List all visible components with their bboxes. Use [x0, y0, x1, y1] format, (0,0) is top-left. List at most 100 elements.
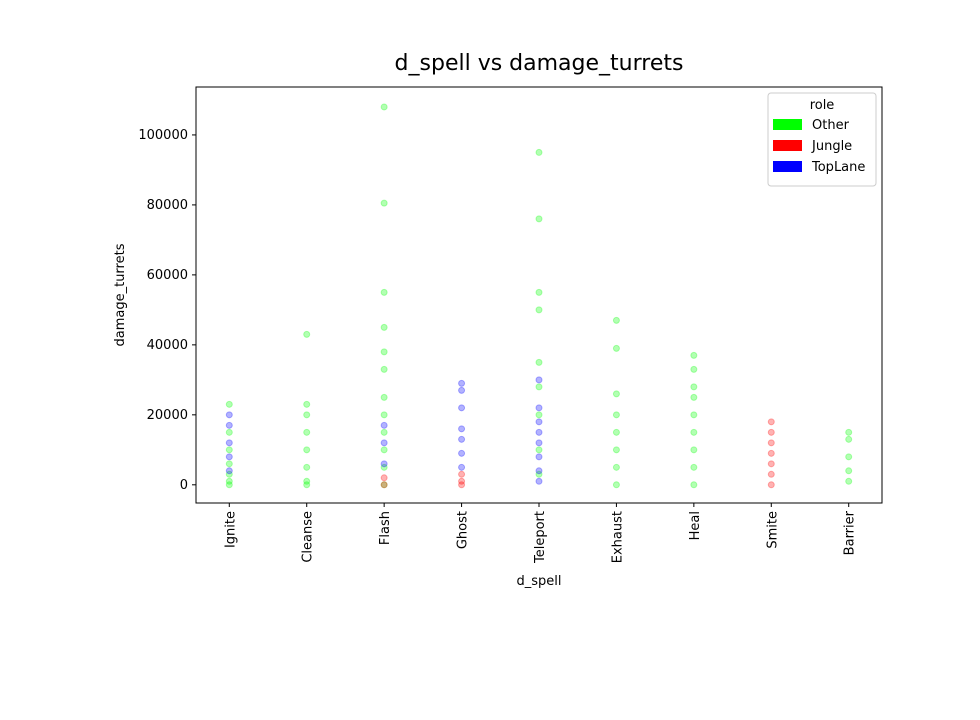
x-axis-label: d_spell: [517, 574, 562, 589]
point: [380, 323, 388, 331]
y-tick-label: 20000: [147, 408, 188, 423]
point: [767, 470, 775, 478]
point: [225, 411, 233, 419]
point: [458, 470, 466, 478]
point: [612, 390, 620, 398]
y-tick-label: 40000: [147, 338, 188, 353]
point: [767, 439, 775, 447]
x-tick-label: Barrier: [843, 510, 858, 555]
point: [612, 428, 620, 436]
point: [303, 330, 311, 338]
legend-label: Other: [812, 118, 850, 133]
point: [380, 428, 388, 436]
y-tick-label: 0: [180, 478, 188, 493]
point: [690, 365, 698, 373]
point: [690, 428, 698, 436]
point: [225, 421, 233, 429]
point: [535, 376, 543, 384]
point: [380, 474, 388, 482]
point: [612, 316, 620, 324]
legend-label: Jungle: [811, 139, 852, 154]
point: [303, 463, 311, 471]
legend: role Other Jungle TopLane: [767, 92, 877, 187]
point: [380, 421, 388, 429]
point: [458, 386, 466, 394]
point: [845, 477, 853, 485]
legend-label: TopLane: [811, 160, 865, 175]
point: [458, 379, 466, 387]
point: [845, 453, 853, 461]
x-tick-label: Ghost: [456, 511, 471, 549]
point: [845, 428, 853, 436]
y-tick-label: 100000: [138, 128, 188, 143]
point: [767, 449, 775, 457]
point: [303, 477, 311, 485]
x-tick-label: Teleport: [533, 511, 548, 564]
y-tick-label: 80000: [147, 198, 188, 213]
point: [535, 358, 543, 366]
point: [380, 446, 388, 454]
point: [380, 288, 388, 296]
point: [380, 348, 388, 356]
point: [225, 477, 233, 485]
point: [303, 428, 311, 436]
point: [612, 344, 620, 352]
point: [535, 477, 543, 485]
point: [535, 288, 543, 296]
x-tick-label: Heal: [688, 511, 703, 540]
point: [535, 148, 543, 156]
legend-swatch: [773, 161, 802, 172]
point: [380, 103, 388, 111]
plot-area: [225, 103, 853, 489]
legend-title: role: [810, 98, 835, 113]
point: [225, 460, 233, 468]
point: [380, 411, 388, 419]
point: [690, 351, 698, 359]
point: [845, 435, 853, 443]
point: [535, 470, 543, 478]
point: [535, 467, 543, 475]
point: [690, 393, 698, 401]
point: [225, 453, 233, 461]
point: [458, 481, 466, 489]
point: [303, 400, 311, 408]
point: [225, 467, 233, 475]
point: [458, 404, 466, 412]
point: [535, 215, 543, 223]
point: [380, 393, 388, 401]
point: [303, 446, 311, 454]
point: [767, 460, 775, 468]
point: [535, 418, 543, 426]
point: [380, 365, 388, 373]
point: [612, 446, 620, 454]
point: [690, 481, 698, 489]
x-tick-label: Ignite: [223, 511, 238, 548]
point: [535, 446, 543, 454]
point: [225, 428, 233, 436]
point: [535, 383, 543, 391]
point: [535, 404, 543, 412]
point: [225, 400, 233, 408]
point: [380, 481, 388, 489]
point: [380, 199, 388, 207]
point: [303, 481, 311, 489]
point: [380, 439, 388, 447]
point: [767, 418, 775, 426]
point: [612, 481, 620, 489]
x-tick-label: Flash: [378, 511, 393, 545]
point: [225, 481, 233, 489]
point: [690, 463, 698, 471]
point: [690, 383, 698, 391]
point: [535, 411, 543, 419]
point: [458, 425, 466, 433]
point: [535, 439, 543, 447]
point: [303, 411, 311, 419]
x-tick-label: Cleanse: [301, 511, 316, 563]
point: [225, 470, 233, 478]
point: [535, 306, 543, 314]
point: [612, 411, 620, 419]
y-tick-label: 60000: [147, 268, 188, 283]
chart-title: d_spell vs damage_turrets: [395, 51, 684, 76]
legend-swatch: [773, 140, 802, 151]
